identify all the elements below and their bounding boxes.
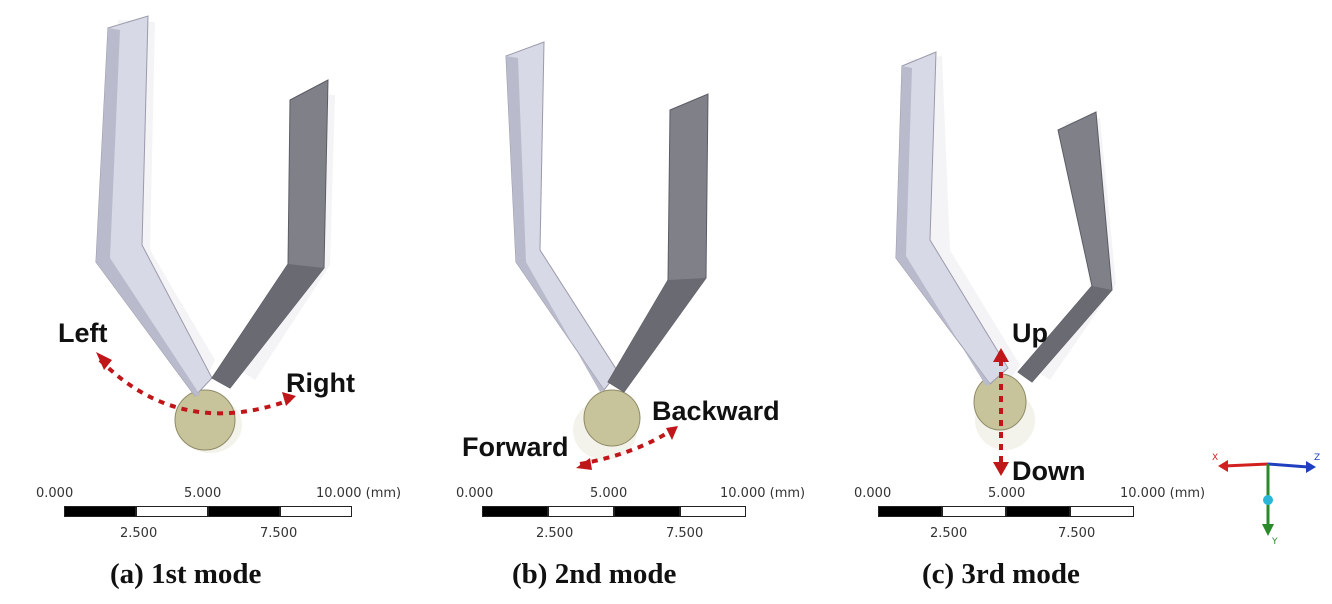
- label-down: Down: [1012, 456, 1086, 486]
- label-backward: Backward: [652, 396, 780, 426]
- panel-1st-mode: Left Right 0.000 5.000 10.000 (mm) 2.500…: [0, 0, 440, 604]
- tick-5: 5.000: [184, 486, 222, 501]
- scale-segment: [878, 506, 942, 517]
- label-left: Left: [58, 318, 108, 348]
- scale-segment: [1006, 506, 1070, 517]
- y-axis-arrow: [1262, 524, 1274, 536]
- tick-7500: 7.500: [1058, 526, 1096, 541]
- tick-2500: 2.500: [536, 526, 574, 541]
- right-arm: [607, 93, 709, 393]
- panel-3rd-mode: Up Down 0.000 5.000 10.000 (mm) 2.500 7.…: [854, 0, 1300, 604]
- scale-segment: [208, 506, 280, 517]
- label-forward: Forward: [462, 432, 569, 462]
- scale-segment: [482, 506, 548, 517]
- scale-segment: [280, 506, 352, 517]
- tick-10: 10.000 (mm): [316, 486, 402, 501]
- scale-segment: [942, 506, 1006, 517]
- scale-segment: [1070, 506, 1134, 517]
- caption-1st-mode: (a) 1st mode: [110, 558, 262, 590]
- caption-3rd-mode: (c) 3rd mode: [922, 558, 1080, 590]
- z-axis-arrow: [1306, 461, 1316, 473]
- tick-2500: 2.500: [120, 526, 158, 541]
- tick-7500: 7.500: [260, 526, 298, 541]
- scale-segment: [548, 506, 614, 517]
- tick-0: 0.000: [854, 486, 892, 501]
- x-axis-arrow: [1218, 460, 1228, 472]
- tip-ellipsoid: [583, 389, 641, 447]
- tick-10: 10.000 (mm): [720, 486, 806, 501]
- tick-5: 5.000: [988, 486, 1026, 501]
- scale-bar: 0.000 5.000 10.000 (mm) 2.500 7.500: [854, 486, 1205, 546]
- tick-0: 0.000: [456, 486, 494, 501]
- label-right: Right: [286, 368, 355, 398]
- triad-label-z: Z: [1314, 453, 1320, 463]
- panel-2nd-mode: Forward Backward 0.000 5.000 10.000 (mm)…: [440, 0, 880, 604]
- scale-segment: [136, 506, 208, 517]
- scale-segment: [614, 506, 680, 517]
- motion-arrow-forward-backward: [579, 428, 674, 466]
- tick-10: 10.000 (mm): [1120, 486, 1206, 501]
- caption-2nd-mode: (b) 2nd mode: [512, 558, 677, 590]
- label-up: Up: [1012, 318, 1048, 348]
- coordinate-triad: X Z Y: [1212, 453, 1320, 545]
- triad-label-x: X: [1212, 453, 1218, 463]
- scale-bar: 0.000 5.000 10.000 (mm) 2.500 7.500: [456, 486, 805, 546]
- tick-5: 5.000: [590, 486, 628, 501]
- tick-2500: 2.500: [930, 526, 968, 541]
- gripper-model-1st-mode: [95, 15, 335, 453]
- scale-segment: [680, 506, 746, 517]
- gripper-model-2nd-mode: [505, 41, 709, 470]
- scale-segment: [64, 506, 136, 517]
- tick-0: 0.000: [36, 486, 74, 501]
- scale-bar: 0.000 5.000 10.000 (mm) 2.500 7.500: [36, 486, 401, 546]
- gripper-model-3rd-mode: [895, 51, 1116, 476]
- triad-label-y: Y: [1271, 537, 1278, 545]
- tick-7500: 7.500: [666, 526, 704, 541]
- origin-marker: [1263, 495, 1273, 505]
- motion-arrow-left-right: [98, 358, 291, 416]
- tip-ellipsoid: [174, 389, 236, 451]
